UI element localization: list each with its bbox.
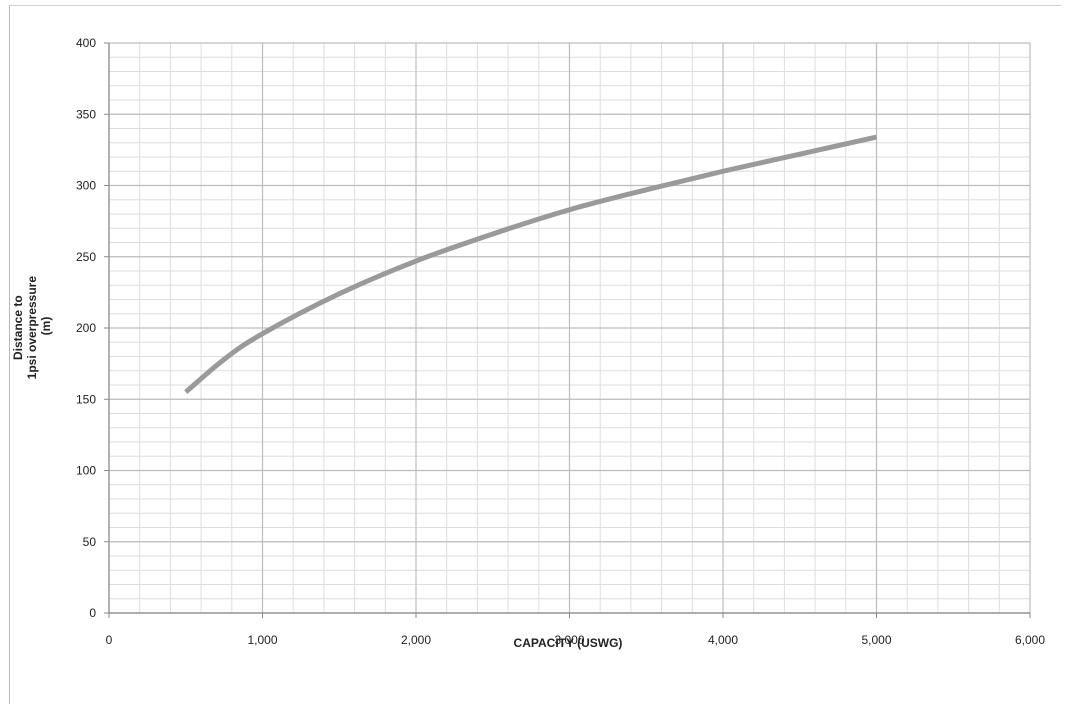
x-tick-label: 6,000 (1015, 633, 1045, 647)
x-axis-title: CAPACITY (USWG) (514, 636, 623, 650)
tick-labels: 0 1,000 2,000 3,000 4,000 5,000 6,000 0 50 100 150… (76, 36, 1045, 647)
x-tick-label: 5,000 (861, 633, 891, 647)
y-tick-label: 50 (83, 535, 97, 549)
y-tick-label: 100 (76, 464, 96, 478)
y-axis-title-line-1: Distance to (11, 295, 25, 360)
x-tick-label: 3,000 (554, 633, 584, 647)
y-tick-label: 350 (76, 107, 96, 121)
x-tick-label: 0 (106, 633, 113, 647)
chart-frame (9, 5, 1061, 704)
y-axis-title-line-3: (m) (39, 317, 53, 336)
y-tick-label: 150 (76, 392, 96, 406)
axes (104, 42, 1031, 618)
series (184, 134, 878, 395)
y-tick-label: 0 (89, 606, 96, 620)
y-axis-title: Distance to 1psi overpressure (m) (11, 273, 53, 380)
x-tick-label: 2,000 (401, 633, 431, 647)
y-tick-label: 250 (76, 250, 96, 264)
x-tick-label: 1,000 (247, 633, 277, 647)
y-tick-label: 200 (76, 321, 96, 335)
x-tick-label: 4,000 (708, 633, 738, 647)
y-tick-label: 400 (76, 36, 96, 50)
y-tick-label: 300 (76, 179, 96, 193)
y-axis-title-line-2: 1psi overpressure (25, 276, 39, 380)
grid (108, 42, 1031, 614)
series-line (184, 134, 878, 395)
